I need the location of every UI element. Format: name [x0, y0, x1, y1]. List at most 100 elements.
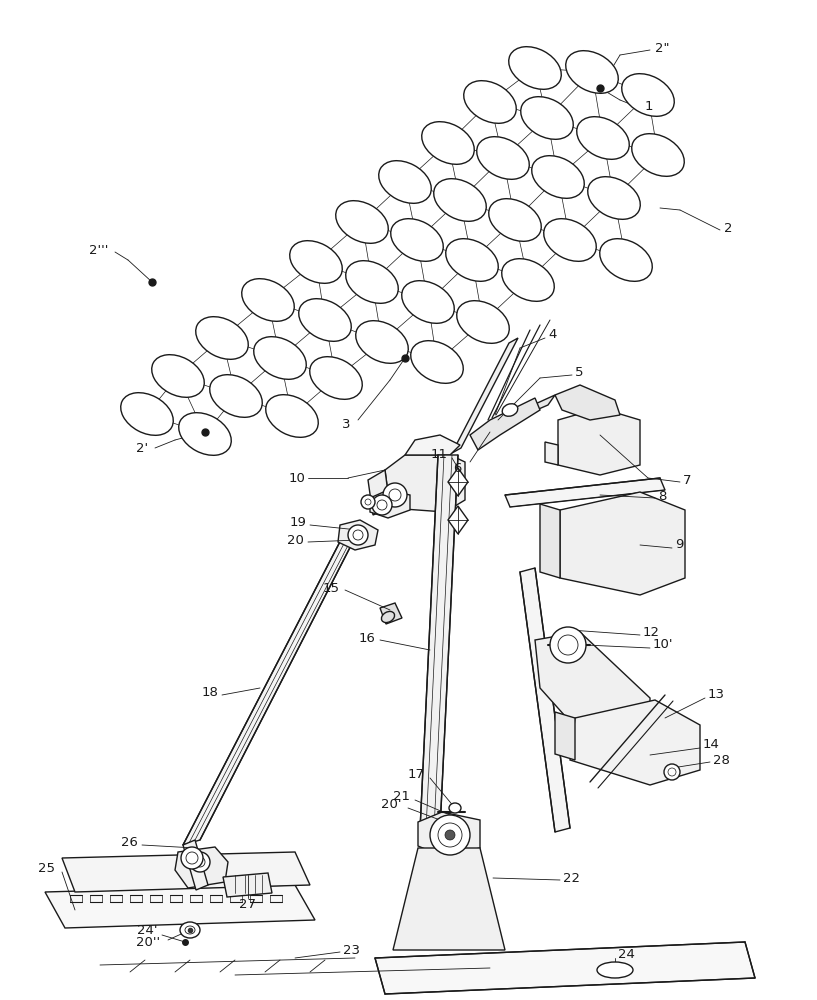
- Text: 24: 24: [618, 948, 635, 962]
- Ellipse shape: [336, 201, 388, 243]
- Text: 24': 24': [137, 924, 158, 936]
- Ellipse shape: [186, 852, 198, 864]
- Ellipse shape: [365, 499, 371, 505]
- Ellipse shape: [377, 500, 387, 510]
- Polygon shape: [62, 852, 310, 892]
- Ellipse shape: [464, 81, 516, 123]
- Ellipse shape: [361, 495, 375, 509]
- Ellipse shape: [544, 219, 596, 261]
- Ellipse shape: [355, 321, 408, 363]
- Ellipse shape: [600, 239, 652, 281]
- Polygon shape: [540, 504, 560, 578]
- Text: 2''': 2''': [88, 243, 108, 256]
- Text: 5: 5: [575, 365, 583, 378]
- Ellipse shape: [190, 852, 210, 872]
- Ellipse shape: [266, 395, 319, 437]
- Ellipse shape: [379, 161, 431, 203]
- Polygon shape: [555, 385, 620, 420]
- Polygon shape: [560, 492, 685, 595]
- Ellipse shape: [254, 337, 306, 379]
- Polygon shape: [183, 840, 208, 890]
- Ellipse shape: [195, 857, 205, 867]
- Ellipse shape: [152, 355, 204, 397]
- Polygon shape: [490, 395, 555, 430]
- Text: 20': 20': [382, 798, 402, 812]
- Ellipse shape: [445, 830, 455, 840]
- Ellipse shape: [502, 259, 554, 301]
- Text: 22: 22: [563, 871, 580, 884]
- Ellipse shape: [121, 393, 173, 435]
- Ellipse shape: [577, 117, 629, 159]
- Ellipse shape: [622, 74, 674, 116]
- Text: 4: 4: [548, 328, 556, 342]
- Text: 10: 10: [288, 472, 305, 485]
- Ellipse shape: [310, 357, 362, 399]
- Ellipse shape: [411, 341, 463, 383]
- Ellipse shape: [382, 611, 395, 623]
- Ellipse shape: [446, 239, 498, 281]
- Polygon shape: [452, 338, 518, 453]
- Ellipse shape: [449, 803, 461, 813]
- Text: 2": 2": [655, 41, 669, 54]
- Polygon shape: [420, 455, 458, 830]
- Ellipse shape: [353, 530, 363, 540]
- Polygon shape: [558, 408, 640, 475]
- Polygon shape: [380, 603, 402, 624]
- Ellipse shape: [402, 281, 454, 323]
- Text: 13: 13: [708, 688, 725, 702]
- Ellipse shape: [502, 404, 518, 416]
- Ellipse shape: [299, 299, 351, 341]
- Polygon shape: [555, 712, 575, 760]
- Text: 2': 2': [136, 442, 148, 454]
- Polygon shape: [448, 506, 468, 534]
- Polygon shape: [45, 885, 315, 928]
- Text: 26: 26: [121, 836, 138, 850]
- Text: 19: 19: [289, 516, 306, 528]
- Ellipse shape: [346, 261, 398, 303]
- Polygon shape: [175, 847, 228, 888]
- Ellipse shape: [476, 137, 529, 179]
- Ellipse shape: [597, 962, 633, 978]
- Ellipse shape: [457, 301, 509, 343]
- Text: 10': 10': [653, 639, 673, 652]
- Ellipse shape: [632, 134, 685, 176]
- Ellipse shape: [383, 483, 407, 507]
- Ellipse shape: [290, 241, 342, 283]
- Text: 15: 15: [323, 582, 340, 594]
- Ellipse shape: [558, 635, 578, 655]
- Polygon shape: [375, 942, 755, 994]
- Ellipse shape: [179, 413, 231, 455]
- Text: 11: 11: [431, 448, 448, 460]
- Text: 28: 28: [713, 754, 730, 766]
- Text: 3: 3: [342, 418, 350, 432]
- Ellipse shape: [489, 199, 542, 241]
- Text: 23: 23: [343, 944, 360, 956]
- Text: 1: 1: [645, 100, 654, 112]
- Text: 21: 21: [393, 790, 410, 804]
- Polygon shape: [223, 873, 272, 897]
- Ellipse shape: [565, 51, 618, 93]
- Polygon shape: [183, 528, 360, 845]
- Ellipse shape: [242, 279, 294, 321]
- Text: 12: 12: [643, 626, 660, 639]
- Ellipse shape: [664, 764, 680, 780]
- Polygon shape: [535, 632, 650, 755]
- Text: 25: 25: [38, 861, 55, 874]
- Polygon shape: [470, 398, 540, 450]
- Ellipse shape: [372, 495, 392, 515]
- Ellipse shape: [520, 97, 574, 139]
- Ellipse shape: [434, 179, 486, 221]
- Ellipse shape: [532, 156, 584, 198]
- Text: 27: 27: [239, 898, 257, 912]
- Polygon shape: [368, 470, 390, 515]
- Text: 2: 2: [724, 222, 733, 234]
- Text: 20'': 20'': [136, 936, 160, 948]
- Ellipse shape: [180, 922, 200, 938]
- Text: 14: 14: [703, 738, 720, 752]
- Polygon shape: [520, 568, 570, 832]
- Ellipse shape: [509, 47, 561, 89]
- Ellipse shape: [391, 219, 444, 261]
- Polygon shape: [338, 520, 378, 550]
- Text: 9: 9: [675, 538, 683, 552]
- Text: 6: 6: [453, 462, 462, 475]
